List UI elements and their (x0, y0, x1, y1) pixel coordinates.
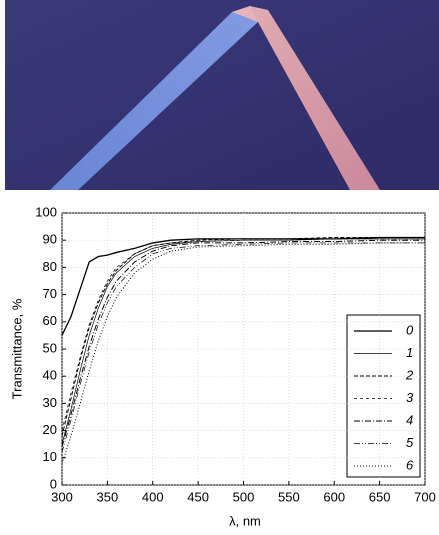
y-tick-label: 50 (43, 340, 57, 355)
x-tick-label: 700 (414, 489, 436, 504)
x-tick-label: 300 (51, 489, 73, 504)
legend-label: 6 (406, 457, 414, 472)
legend-label: 1 (406, 345, 413, 360)
x-axis-label: λ, nm (229, 513, 261, 528)
legend-label: 4 (406, 412, 413, 427)
y-axis-label: Transmittance, % (9, 298, 24, 399)
x-tick-label: 500 (233, 489, 255, 504)
series-line (61, 239, 425, 448)
y-tick-label: 0 (50, 476, 57, 491)
x-tick-label: 350 (97, 489, 119, 504)
series-line (61, 236, 425, 336)
y-tick-label: 70 (43, 286, 57, 301)
y-tick-label: 20 (43, 422, 57, 437)
x-tick-label: 450 (187, 489, 209, 504)
y-tick-label: 80 (43, 259, 57, 274)
y-tick-label: 60 (43, 313, 57, 328)
y-tick-label: 10 (43, 449, 57, 464)
legend (346, 314, 421, 478)
x-tick-label: 650 (369, 489, 391, 504)
legend-label: 5 (406, 435, 414, 450)
legend-label: 3 (406, 390, 414, 405)
series-line (61, 238, 425, 431)
x-tick-label: 550 (278, 489, 300, 504)
x-tick-label: 600 (323, 489, 345, 504)
photo (5, 0, 439, 190)
series-line (61, 242, 425, 464)
x-tick-label: 400 (142, 489, 164, 504)
y-tick-label: 100 (35, 204, 57, 219)
y-tick-label: 30 (43, 395, 57, 410)
y-tick-label: 40 (43, 368, 57, 383)
series-line (61, 242, 425, 453)
y-tick-label: 90 (43, 232, 57, 247)
legend-label: 0 (406, 322, 414, 337)
legend-label: 2 (405, 367, 414, 382)
